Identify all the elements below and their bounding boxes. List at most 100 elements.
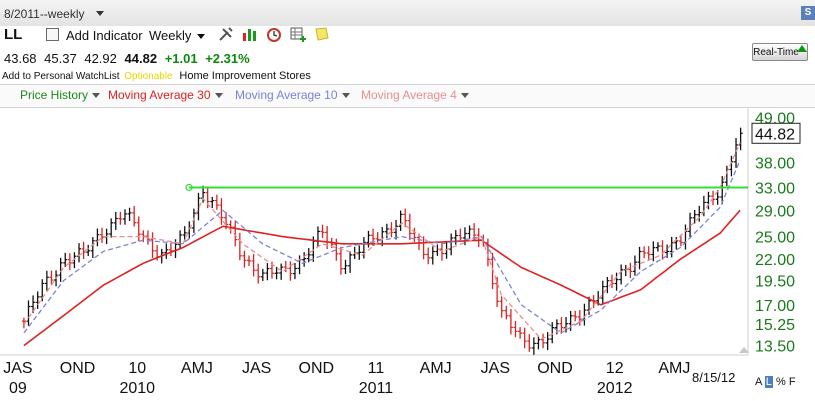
ticker-symbol: LL xyxy=(4,26,23,43)
price-bar xyxy=(609,274,614,289)
price-bar xyxy=(550,322,555,344)
add-indicator-button[interactable]: Add Indicator xyxy=(66,28,143,43)
quote-open: 43.68 xyxy=(4,51,37,66)
legend-ma10[interactable]: Moving Average 10 xyxy=(235,88,350,102)
price-bar xyxy=(541,333,546,349)
legend-price-history[interactable]: Price History xyxy=(20,88,101,102)
x-tick-label: AMJ xyxy=(181,360,213,377)
price-bar xyxy=(619,264,624,285)
price-bar xyxy=(357,245,362,260)
price-bar xyxy=(435,244,440,256)
price-bar xyxy=(233,220,238,247)
add-indicator-icon[interactable] xyxy=(46,28,59,41)
legend-ma30[interactable]: Moving Average 30 xyxy=(108,88,223,102)
price-bar xyxy=(715,190,720,205)
chevron-down-icon[interactable] xyxy=(214,93,223,99)
price-bar xyxy=(490,252,495,290)
price-bar xyxy=(573,310,578,322)
x-tick-label: OND xyxy=(299,360,335,377)
price-bar xyxy=(338,246,343,275)
price-bar xyxy=(522,327,527,349)
scale-button-f[interactable]: F xyxy=(788,376,796,388)
price-bar xyxy=(150,232,155,258)
price-bar xyxy=(678,234,683,247)
price-bar xyxy=(394,220,399,240)
price-bar xyxy=(398,210,403,231)
legend-ma4[interactable]: Moving Average 4 xyxy=(361,88,469,102)
chevron-down-icon[interactable] xyxy=(197,34,205,39)
bar-chart-icon[interactable] xyxy=(241,26,259,44)
period-select[interactable]: Weekly xyxy=(149,28,192,43)
x-tick-label: 10 xyxy=(128,360,146,377)
y-tick-label: 15.25 xyxy=(755,317,795,334)
add-watchlist-link[interactable]: Add to Personal WatchList xyxy=(2,71,120,82)
chevron-down-icon[interactable] xyxy=(341,93,350,99)
price-bar xyxy=(403,208,408,228)
last-price-box xyxy=(751,122,801,144)
price-bar xyxy=(127,207,132,221)
price-bar xyxy=(348,251,353,273)
price-bar xyxy=(605,276,610,294)
alarm-clock-icon[interactable] xyxy=(265,26,283,44)
as-of-date: 8/15/12 xyxy=(692,370,736,385)
chevron-down-icon[interactable] xyxy=(96,11,104,16)
quote-line: 43.68 45.37 42.92 44.82 +1.01 +2.31% xyxy=(4,51,254,66)
sticky-note-icon[interactable] xyxy=(313,26,331,44)
scale-button-a[interactable]: A xyxy=(755,376,762,388)
price-bar xyxy=(729,155,734,177)
price-bar xyxy=(164,243,169,259)
x-tick-label: 12 xyxy=(606,360,624,377)
quote-last: 44.82 xyxy=(124,51,158,66)
legend-label: Moving Average 4 xyxy=(361,88,457,102)
subline: Add to Personal WatchList Optionable Hom… xyxy=(2,70,311,82)
price-bar xyxy=(279,263,284,280)
price-bar xyxy=(214,194,219,210)
price-bar xyxy=(242,250,247,268)
x-year-label: 2011 xyxy=(359,380,394,397)
price-chart[interactable]: 49.0044.8238.0033.0029.0025.0022.0019.50… xyxy=(0,107,815,401)
price-bar xyxy=(614,272,619,291)
window-titlebar: 8/2011--weekly S xyxy=(0,0,815,27)
price-bar xyxy=(642,246,647,259)
price-bar xyxy=(527,334,532,352)
x-tick-label: 11 xyxy=(368,360,385,377)
price-bar xyxy=(462,227,467,246)
y-tick-label: 38.00 xyxy=(755,155,795,172)
price-bar xyxy=(99,227,104,243)
real-time-button[interactable]: Real-Time xyxy=(752,43,808,61)
chevron-down-icon[interactable] xyxy=(460,93,469,99)
x-tick-label: AMJ xyxy=(420,360,452,377)
price-bar xyxy=(453,230,458,245)
price-bar xyxy=(219,198,224,225)
ma30-line xyxy=(23,209,741,347)
price-bar xyxy=(182,226,187,242)
x-tick-label: OND xyxy=(537,360,573,377)
quote-change-pct: +2.31% xyxy=(205,51,250,66)
price-bar xyxy=(623,264,628,277)
price-bar xyxy=(724,165,729,187)
scale-button-pct[interactable]: % xyxy=(775,376,786,388)
price-bar xyxy=(260,268,265,281)
price-bar xyxy=(122,209,127,225)
price-bar xyxy=(504,305,509,320)
scale-button-l[interactable]: L xyxy=(764,376,773,388)
scroll-up-icon[interactable] xyxy=(739,347,749,353)
price-bar xyxy=(118,211,123,225)
price-bar xyxy=(646,246,651,261)
industry-label[interactable]: Home Improvement Stores xyxy=(179,70,311,82)
price-bar xyxy=(178,230,183,249)
price-bar xyxy=(361,237,366,259)
x-axis: JAS 09 OND 10 2010 AMJ JAS OND 11 2011 AMJ JAS OND 12… xyxy=(3,360,690,397)
quote-low: 42.92 xyxy=(84,51,117,66)
price-bar xyxy=(274,266,279,280)
price-bar xyxy=(210,196,215,209)
price-bar xyxy=(288,261,293,281)
price-bar xyxy=(449,233,454,256)
tools-icon[interactable] xyxy=(217,26,235,44)
chevron-down-icon[interactable] xyxy=(92,93,101,99)
price-bar xyxy=(44,270,49,291)
price-bar xyxy=(90,237,95,258)
window-badge[interactable]: S xyxy=(801,6,815,20)
table-add-icon[interactable] xyxy=(289,26,307,44)
price-bar xyxy=(720,176,725,205)
